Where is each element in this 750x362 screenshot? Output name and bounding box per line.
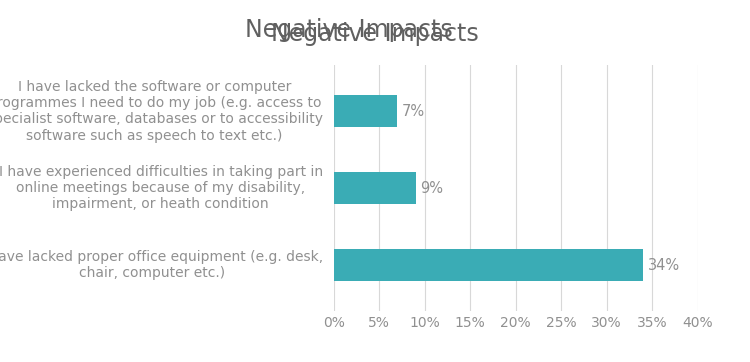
Text: I have experienced difficulties in taking part in
online meetings because of my : I have experienced difficulties in takin… <box>0 165 322 211</box>
Text: 34%: 34% <box>647 258 680 273</box>
Text: Negative Impacts: Negative Impacts <box>272 22 478 46</box>
Bar <box>334 249 643 281</box>
Text: 9%: 9% <box>420 181 443 196</box>
Bar <box>334 172 416 205</box>
Text: I have lacked the software or computer
programmes I need to do my job (e.g. acce: I have lacked the software or computer p… <box>0 80 322 143</box>
Bar <box>334 95 398 127</box>
Text: 7%: 7% <box>402 104 425 119</box>
Text: I have lacked proper office equipment (e.g. desk,
chair, computer etc.): I have lacked proper office equipment (e… <box>0 250 322 280</box>
Text: Negative Impacts: Negative Impacts <box>244 18 452 42</box>
